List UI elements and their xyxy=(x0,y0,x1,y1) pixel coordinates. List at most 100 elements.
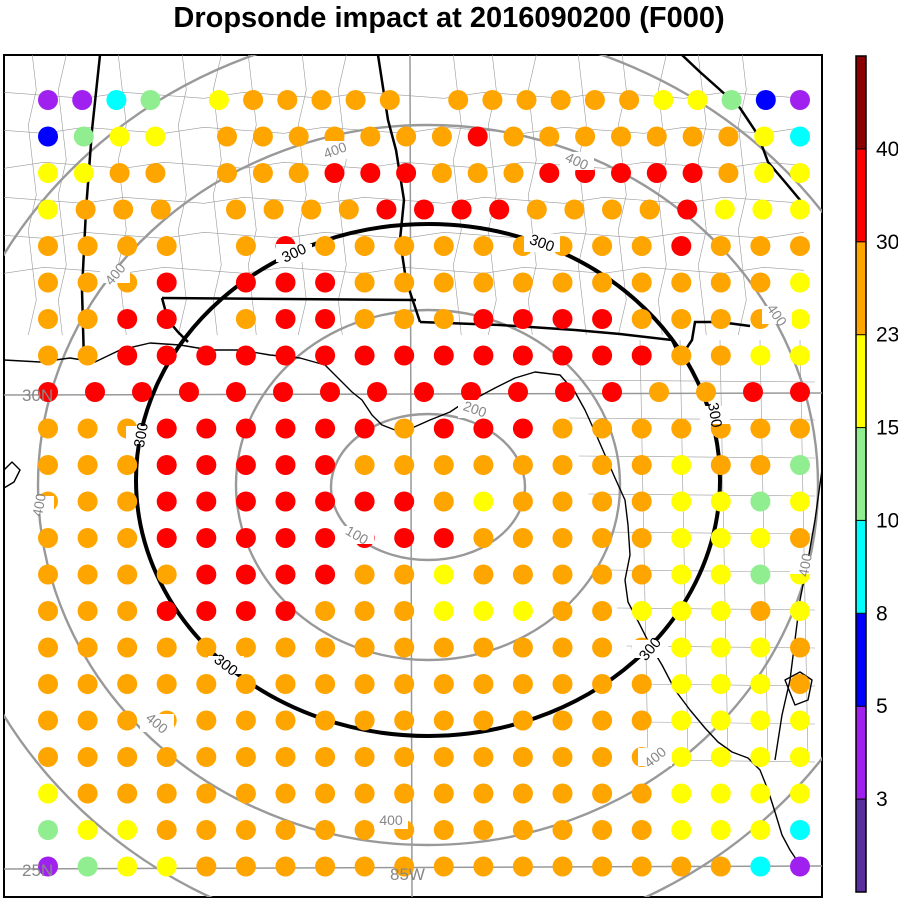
dropsonde-point xyxy=(38,710,58,731)
dropsonde-point xyxy=(550,90,571,110)
dropsonde-point xyxy=(602,199,622,220)
colorbar-tick-label: 40 xyxy=(876,138,898,161)
dropsonde-point xyxy=(354,710,375,731)
dropsonde-point xyxy=(790,345,810,366)
dropsonde-point xyxy=(512,674,533,694)
dropsonde-point xyxy=(631,564,652,585)
dropsonde-point xyxy=(77,528,98,548)
dropsonde-point xyxy=(714,199,735,220)
dropsonde-point xyxy=(592,820,613,840)
border-ms-al-fl xyxy=(161,296,417,302)
dropsonde-point xyxy=(671,309,692,329)
dropsonde-point xyxy=(38,90,58,110)
dropsonde-point xyxy=(196,601,217,621)
colorbar-tick-label: 3 xyxy=(876,788,888,811)
dropsonde-point xyxy=(275,309,296,329)
ring-labels: 400 400 400 400 400 400 400 400 400 200 xyxy=(24,138,820,829)
colorbar-tick-label: 5 xyxy=(876,695,888,718)
dropsonde-point xyxy=(275,674,296,694)
dropsonde-point xyxy=(156,345,177,366)
dropsonde-point xyxy=(433,601,454,621)
dropsonde-point xyxy=(275,820,296,840)
dropsonde-point xyxy=(275,601,296,621)
dropsonde-point xyxy=(671,272,692,293)
dropsonde-point xyxy=(315,674,336,694)
dropsonde-point xyxy=(473,747,494,767)
dropsonde-point xyxy=(394,674,415,694)
dropsonde-point xyxy=(433,455,454,475)
dropsonde-point xyxy=(117,601,138,621)
dropsonde-point xyxy=(38,783,58,804)
county-line xyxy=(57,55,67,336)
county-line xyxy=(4,161,805,169)
dropsonde-point xyxy=(315,345,336,366)
map-frame xyxy=(3,54,823,898)
figure-title: Dropsonde impact at 2016090200 (F000) xyxy=(173,2,725,34)
dropsonde-point xyxy=(755,90,776,110)
dropsonde-point xyxy=(156,491,177,512)
dropsonde-point xyxy=(790,90,810,110)
dropsonde-point xyxy=(790,783,810,804)
dropsonde-point xyxy=(38,637,58,658)
dropsonde-point xyxy=(301,199,322,220)
dropsonde-point xyxy=(77,637,98,658)
dropsonde-point xyxy=(38,820,58,840)
dropsonde-point xyxy=(790,601,810,621)
dropsonde-point xyxy=(552,345,573,366)
dropsonde-point xyxy=(77,856,98,877)
dropsonde-point xyxy=(503,163,524,183)
dropsonde-point xyxy=(649,382,669,402)
dropsonde-point xyxy=(512,820,533,840)
county-line xyxy=(177,55,187,336)
dropsonde-point xyxy=(790,199,810,220)
dropsonde-point xyxy=(273,382,293,402)
border-al-ga xyxy=(376,55,422,323)
dropsonde-point xyxy=(592,345,613,366)
dropsonde-point xyxy=(433,637,454,658)
dropsonde-point xyxy=(467,126,488,147)
dropsonde-point xyxy=(145,163,166,183)
dropsonde-point xyxy=(790,747,810,767)
dropsonde-point xyxy=(77,236,98,256)
dropsonde-point xyxy=(750,783,771,804)
dropsonde-point xyxy=(394,418,415,439)
dropsonde-point xyxy=(433,783,454,804)
dropsonde-point xyxy=(179,382,199,402)
dropsonde-point xyxy=(750,236,771,256)
dropsonde-point xyxy=(394,491,415,512)
dropsonde-point xyxy=(750,637,771,658)
dropsonde-point xyxy=(754,163,775,183)
dropsonde-point xyxy=(38,856,58,877)
county-line xyxy=(737,55,747,336)
dropsonde-point xyxy=(38,455,58,475)
dropsonde-point xyxy=(354,820,375,840)
dropsonde-point xyxy=(631,455,652,475)
dropsonde-point xyxy=(196,491,217,512)
range-ring-200 xyxy=(234,308,622,662)
dropsonde-point xyxy=(552,710,573,731)
dropsonde-point xyxy=(117,491,138,512)
dropsonde-point xyxy=(396,126,417,147)
dropsonde-point xyxy=(750,272,771,293)
dropsonde-point xyxy=(324,163,345,183)
dropsonde-point xyxy=(552,272,573,293)
dropsonde-point xyxy=(710,345,731,366)
dropsonde-point xyxy=(117,309,138,329)
dropsonde-point xyxy=(73,126,94,147)
dropsonde-point xyxy=(512,747,533,767)
dropsonde-point xyxy=(433,309,454,329)
coast-fragment-west xyxy=(4,461,21,489)
dropsonde-point xyxy=(611,126,631,147)
colorbar-ticks: 3 5 8 10 15 23 30 40 xyxy=(856,138,898,811)
colorbar-segment xyxy=(856,706,866,800)
dropsonde-point xyxy=(208,90,229,110)
dropsonde-point xyxy=(677,199,698,220)
dropsonde-point xyxy=(710,309,731,329)
dropsonde-point xyxy=(196,856,217,877)
dropsonde-point xyxy=(433,491,454,512)
dropsonde-point xyxy=(575,126,596,147)
dropsonde-point xyxy=(311,90,332,110)
dropsonde-point xyxy=(235,455,256,475)
